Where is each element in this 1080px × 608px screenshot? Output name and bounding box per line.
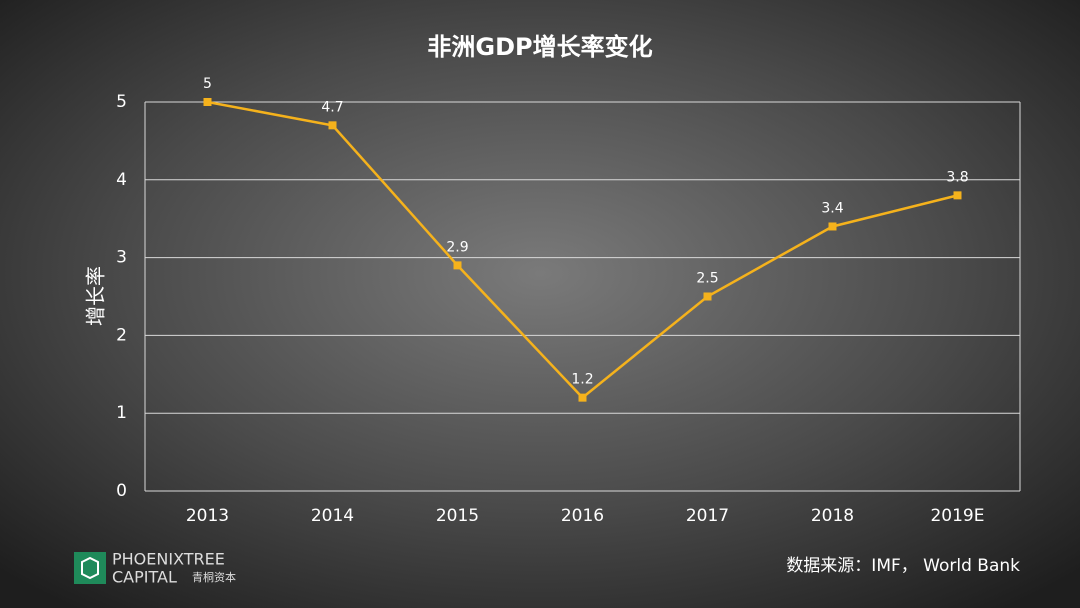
data-label: 3.4 [821,200,843,216]
x-tick-label: 2018 [811,506,854,526]
x-tick-label: 2017 [686,506,729,526]
logo-icon-shape [81,556,99,580]
marker [578,393,587,402]
y-tick-label: 3 [116,248,127,268]
data-label: 5 [203,76,212,92]
logo-text: CAPITAL [112,568,177,587]
y-tick-label: 4 [116,170,127,190]
marker [453,261,462,270]
y-axis-label: 增长率 [84,266,108,326]
y-tick-label: 5 [116,92,127,112]
y-tick-label: 0 [116,481,127,501]
x-tick-label: 2013 [186,506,229,526]
logo: PHOENIXTREE CAPITAL 青桐资本 [74,550,236,587]
marker [828,222,837,231]
x-tick-label: 2014 [311,506,354,526]
data-label: 2.5 [696,271,718,287]
y-tick-label: 1 [116,403,127,423]
marker [328,121,337,130]
logo-text: PHOENIXTREE [112,550,225,569]
marker [203,98,212,106]
logo-text: 青桐资本 [192,570,236,584]
data-label: 1.2 [571,372,593,388]
source-note: 数据来源：IMF， World Bank [786,556,1020,576]
logo-icon [74,552,106,584]
x-tick-label: 2016 [561,506,604,526]
data-label: 3.8 [946,169,968,185]
data-label: 4.7 [321,99,343,115]
marker [953,191,962,200]
chart-title: 非洲GDP增长率变化 [427,33,652,61]
x-tick-label: 2015 [436,506,479,526]
y-tick-label: 2 [116,325,127,345]
data-label: 2.9 [446,239,468,255]
marker [703,292,712,301]
x-tick-label: 2019E [930,506,984,526]
